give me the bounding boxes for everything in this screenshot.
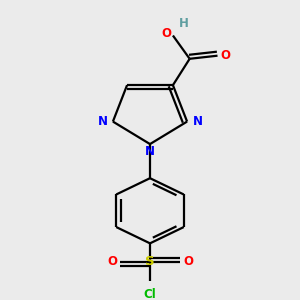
Text: O: O [161, 28, 171, 40]
Text: N: N [193, 115, 202, 128]
Text: O: O [183, 255, 193, 268]
Text: O: O [107, 255, 117, 268]
Text: O: O [221, 49, 231, 62]
Text: S: S [145, 255, 155, 268]
Text: N: N [145, 145, 155, 158]
Text: H: H [178, 17, 188, 30]
Text: N: N [98, 115, 107, 128]
Text: Cl: Cl [144, 288, 156, 300]
